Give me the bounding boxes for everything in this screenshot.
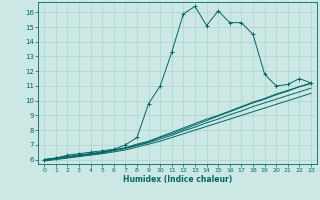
X-axis label: Humidex (Indice chaleur): Humidex (Indice chaleur) (123, 175, 232, 184)
